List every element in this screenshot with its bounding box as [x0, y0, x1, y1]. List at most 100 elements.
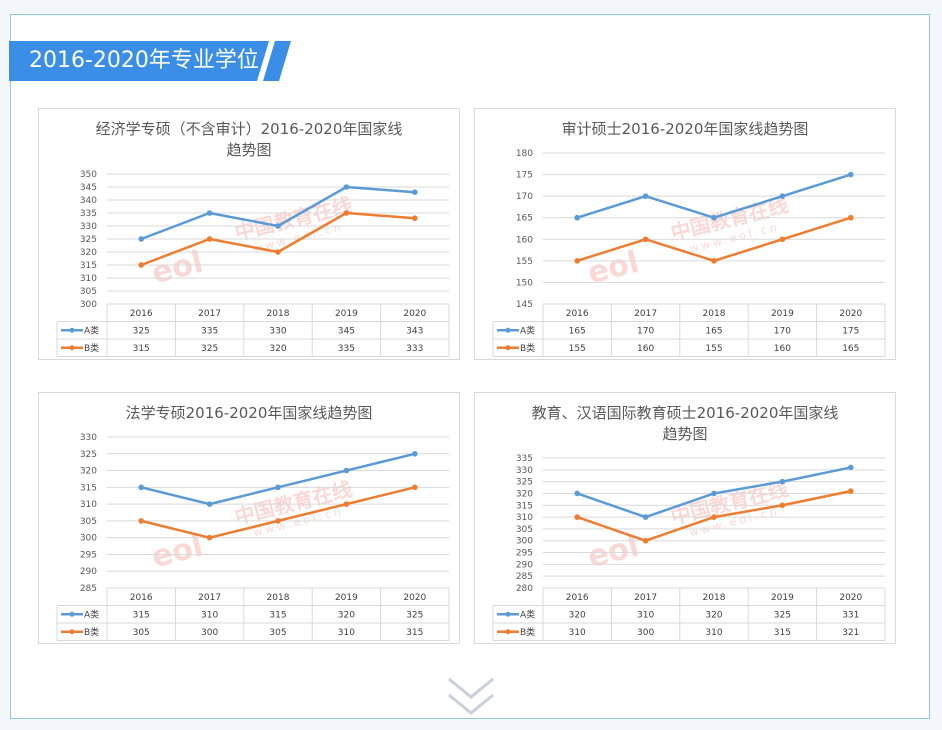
data-point	[412, 189, 418, 195]
data-point	[343, 467, 350, 474]
data-table-value: 155	[705, 344, 722, 354]
y-tick-label: 300	[516, 537, 533, 547]
chart-title-line: 审计硕士2016-2020年国家线趋势图	[561, 120, 809, 138]
y-tick-label: 320	[516, 489, 533, 499]
chart-card-education: 教育、汉语国际教育硕士2016-2020年国家线 趋势图 eol 中国教育在线 ww…	[474, 392, 896, 644]
data-table-value: 335	[338, 344, 355, 354]
data-table-value: 325	[406, 610, 423, 620]
x-category-label: 2016	[566, 593, 589, 603]
data-point	[412, 215, 418, 221]
data-table-value: 170	[637, 326, 654, 336]
data-table-value: 170	[774, 326, 791, 336]
legend-label: A类	[84, 324, 99, 336]
y-tick-label: 310	[80, 274, 97, 284]
data-point	[343, 184, 350, 190]
legend-marker	[69, 345, 75, 351]
data-point	[412, 484, 418, 491]
data-point	[711, 258, 717, 264]
y-tick-label: 325	[516, 478, 533, 488]
legend-label: B类	[520, 342, 535, 354]
data-point	[848, 171, 854, 178]
chart-title-line: 趋势图	[226, 141, 272, 159]
x-category-label: 2016	[130, 309, 153, 319]
watermark-logo: eol	[584, 245, 642, 291]
legend-marker	[505, 345, 511, 351]
chart-title: 审计硕士2016-2020年国家线趋势图	[505, 119, 865, 140]
x-category-label: 2018	[267, 309, 290, 319]
y-tick-label: 320	[80, 467, 97, 477]
data-point	[642, 193, 649, 199]
data-point	[779, 478, 786, 485]
data-table-value: 305	[269, 628, 286, 638]
y-tick-label: 150	[516, 278, 533, 288]
data-point	[848, 488, 854, 494]
data-point	[574, 214, 580, 221]
legend-label: A类	[520, 324, 535, 336]
data-table-value: 160	[637, 344, 654, 354]
y-tick-label: 295	[80, 550, 97, 560]
data-table-value: 310	[705, 628, 722, 638]
data-table: 2016 2017 2018 2019 2020 A类 315 310 315 320 325 B类 3…	[56, 587, 450, 641]
data-table-value: 330	[269, 326, 286, 336]
data-point	[138, 236, 144, 242]
legend-label: B类	[84, 626, 99, 638]
y-tick-label: 330	[80, 433, 97, 443]
data-table-value: 310	[201, 610, 218, 620]
legend-marker	[69, 611, 75, 617]
data-table-value: 310	[338, 628, 355, 638]
data-table-value: 345	[338, 326, 355, 336]
data-table-value: 155	[569, 344, 586, 354]
data-table: 2016 2017 2018 2019 2020 A类 320 310 320 325 331 B类 3…	[492, 587, 886, 641]
data-table-value: 343	[406, 326, 423, 336]
y-tick-label: 350	[80, 170, 97, 180]
data-point	[779, 502, 786, 509]
y-tick-label: 335	[516, 454, 533, 464]
chart-title-line: 教育、汉语国际教育硕士2016-2020年国家线	[531, 404, 839, 422]
legend-marker	[505, 327, 511, 333]
data-point	[848, 214, 854, 221]
chart-title-line: 趋势图	[662, 425, 708, 443]
data-table-value: 165	[569, 326, 586, 336]
legend-marker	[505, 611, 511, 617]
x-category-label: 2018	[267, 593, 290, 603]
data-point	[412, 450, 418, 457]
y-tick-label: 295	[516, 549, 533, 559]
data-table-value: 175	[842, 326, 859, 336]
chart-title: 教育、汉语国际教育硕士2016-2020年国家线 趋势图	[505, 403, 865, 445]
y-tick-label: 160	[516, 235, 533, 245]
legend-marker	[69, 327, 75, 333]
x-category-label: 2018	[703, 309, 726, 319]
data-point	[574, 258, 580, 264]
data-point	[138, 262, 144, 268]
data-table-value: 315	[133, 344, 150, 354]
x-category-label: 2016	[566, 309, 589, 319]
y-tick-label: 300	[80, 300, 97, 310]
data-point	[206, 501, 213, 507]
x-category-label: 2017	[198, 309, 221, 319]
data-point	[711, 490, 717, 497]
y-tick-label: 315	[80, 483, 97, 493]
data-point	[574, 490, 580, 497]
y-tick-label: 155	[516, 257, 533, 267]
chart-card-audit: 审计硕士2016-2020年国家线趋势图 eol 中国教育在线 www.eol.cn…	[474, 108, 896, 360]
y-tick-label: 310	[80, 500, 97, 510]
chart-card-economics: 经济学专硕（不含审计）2016-2020年国家线 趋势图 eol 中国教育在线 ww…	[38, 108, 460, 360]
y-tick-label: 305	[80, 287, 97, 297]
data-table-value: 333	[406, 344, 423, 354]
data-table-value: 315	[133, 610, 150, 620]
data-table-value: 325	[201, 344, 218, 354]
y-tick-label: 180	[516, 149, 533, 159]
x-category-label: 2017	[634, 593, 657, 603]
data-table-value: 310	[637, 610, 654, 620]
y-tick-label: 330	[80, 222, 97, 232]
data-table-value: 331	[842, 610, 859, 620]
line-chart: eol中国教育在线www.eol.cn285290295300305310315…	[56, 433, 450, 641]
data-point	[206, 236, 213, 242]
data-table-value: 305	[133, 628, 150, 638]
scroll-down-icon[interactable]	[446, 675, 496, 723]
data-table-value: 320	[705, 610, 722, 620]
y-tick-label: 285	[516, 572, 533, 582]
data-table-value: 320	[338, 610, 355, 620]
